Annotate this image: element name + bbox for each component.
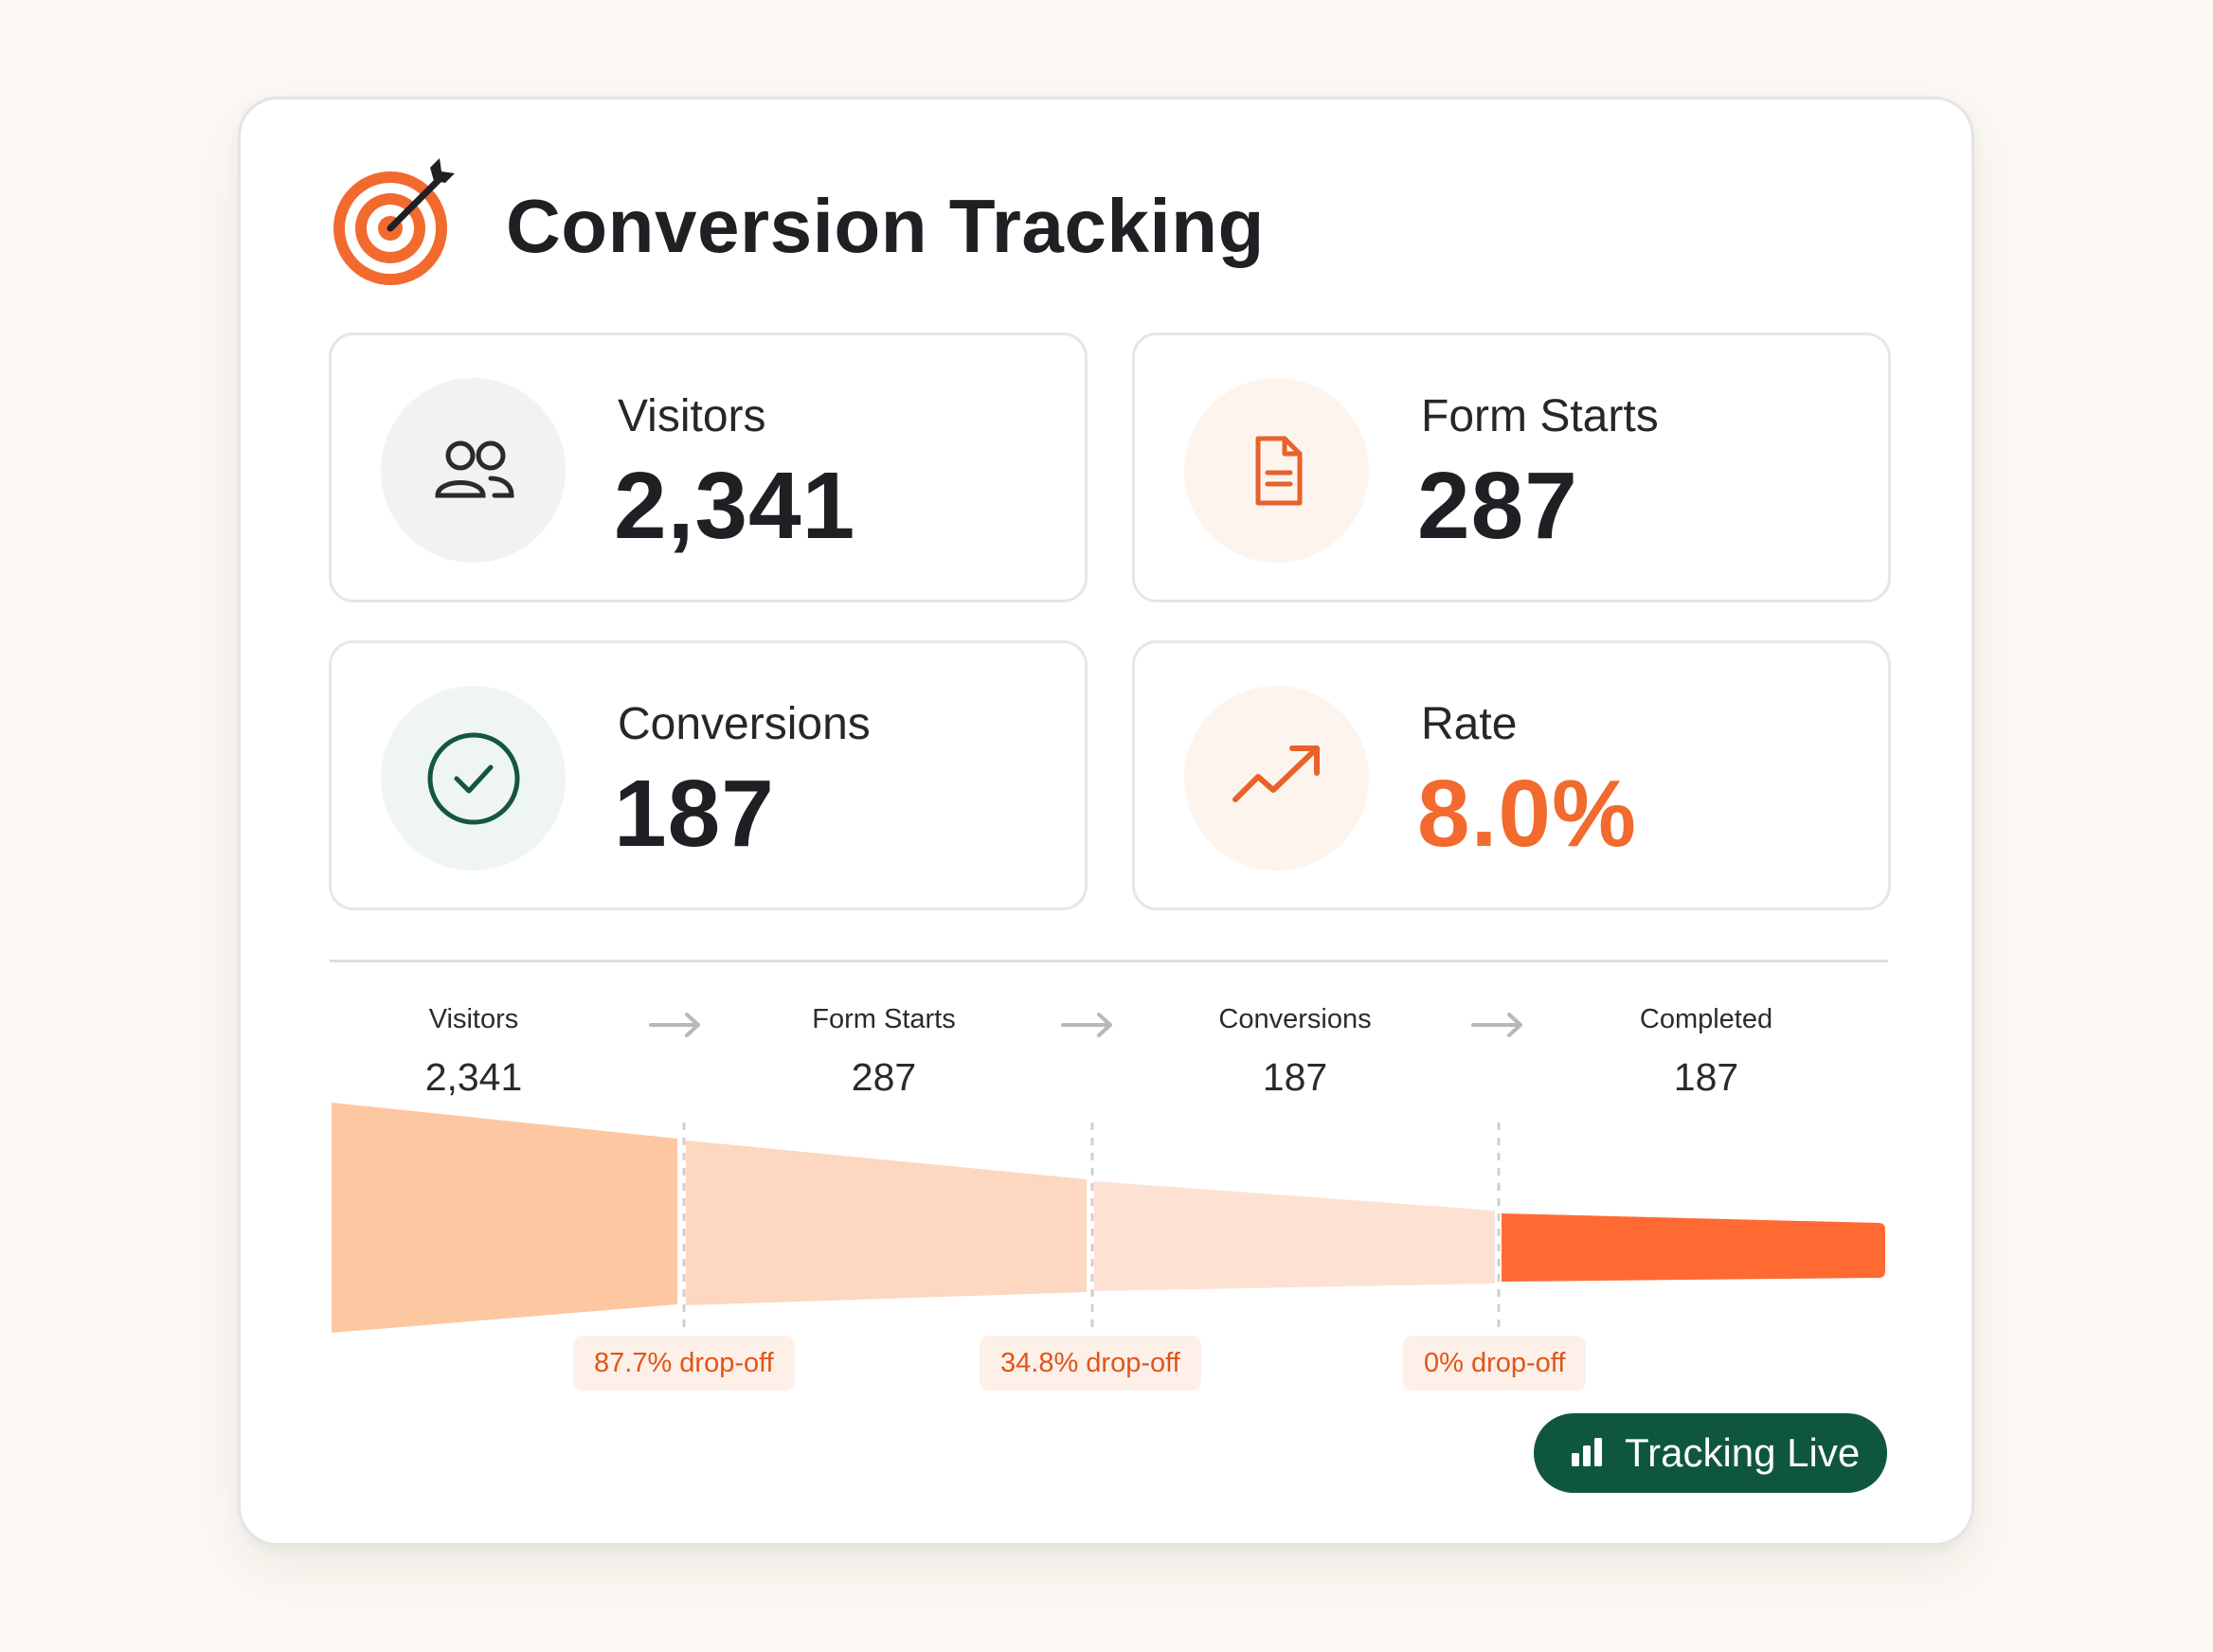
conversion-tracking-card: Conversion Tracking Visitors 2,341 Form …: [238, 97, 1974, 1546]
stat-card-rate: Rate 8.0%: [1132, 640, 1891, 910]
stat-card-conversions: Conversions 187: [329, 640, 1088, 910]
stat-value: 2,341: [614, 453, 856, 559]
funnel-step-visitors: Visitors 2,341: [332, 1004, 616, 1100]
dropoff-badge: 87.7% drop-off: [573, 1336, 795, 1391]
funnel-step-value: 187: [1673, 1055, 1739, 1099]
dropoff-badge: 34.8% drop-off: [980, 1336, 1201, 1391]
target-icon: [328, 158, 460, 291]
stat-label: Conversions: [618, 699, 871, 749]
divider: [330, 960, 1888, 962]
users-icon: [381, 378, 566, 563]
stat-label: Rate: [1421, 699, 1518, 749]
funnel-step-value: 2,341: [424, 1055, 523, 1099]
stat-value: 187: [614, 761, 775, 867]
funnel-step-form-starts: Form Starts 287: [742, 1004, 1026, 1100]
funnel-step-label: Conversions: [1218, 1004, 1372, 1034]
check-circle-icon: [381, 686, 566, 871]
page-title: Conversion Tracking: [506, 184, 1265, 268]
stat-label: Form Starts: [1421, 391, 1659, 441]
document-icon: [1184, 378, 1369, 563]
funnel-step-label: Form Starts: [812, 1004, 956, 1034]
tracking-live-badge[interactable]: Tracking Live: [1534, 1413, 1887, 1493]
funnel-segment-form-starts: [686, 1140, 1087, 1305]
funnel-step-value: 187: [1262, 1055, 1328, 1099]
stat-card-visitors: Visitors 2,341: [329, 332, 1088, 602]
funnel-step-conversions: Conversions 187: [1153, 1004, 1437, 1100]
funnel-step-value: 287: [851, 1055, 917, 1099]
arrow-right-icon: [1471, 1013, 1522, 1037]
funnel-segment-visitors: [332, 1103, 677, 1333]
bar-chart-icon: [1572, 1438, 1602, 1466]
tracking-live-label: Tracking Live: [1625, 1430, 1861, 1475]
stat-label: Visitors: [618, 391, 766, 441]
stat-value: 8.0%: [1417, 761, 1637, 867]
dropoff-badge: 0% drop-off: [1403, 1336, 1587, 1391]
arrow-right-icon: [649, 1013, 700, 1037]
funnel-step-completed: Completed 187: [1564, 1004, 1848, 1100]
stat-value: 287: [1417, 453, 1578, 559]
funnel-step-label: Visitors: [428, 1004, 519, 1034]
funnel-step-label: Completed: [1639, 1004, 1773, 1034]
funnel-segment-completed: [1502, 1213, 1885, 1282]
funnel-segment-conversions: [1094, 1181, 1495, 1291]
trending-up-icon: [1184, 686, 1369, 871]
arrow-right-icon: [1061, 1013, 1112, 1037]
stat-card-form-starts: Form Starts 287: [1132, 332, 1891, 602]
